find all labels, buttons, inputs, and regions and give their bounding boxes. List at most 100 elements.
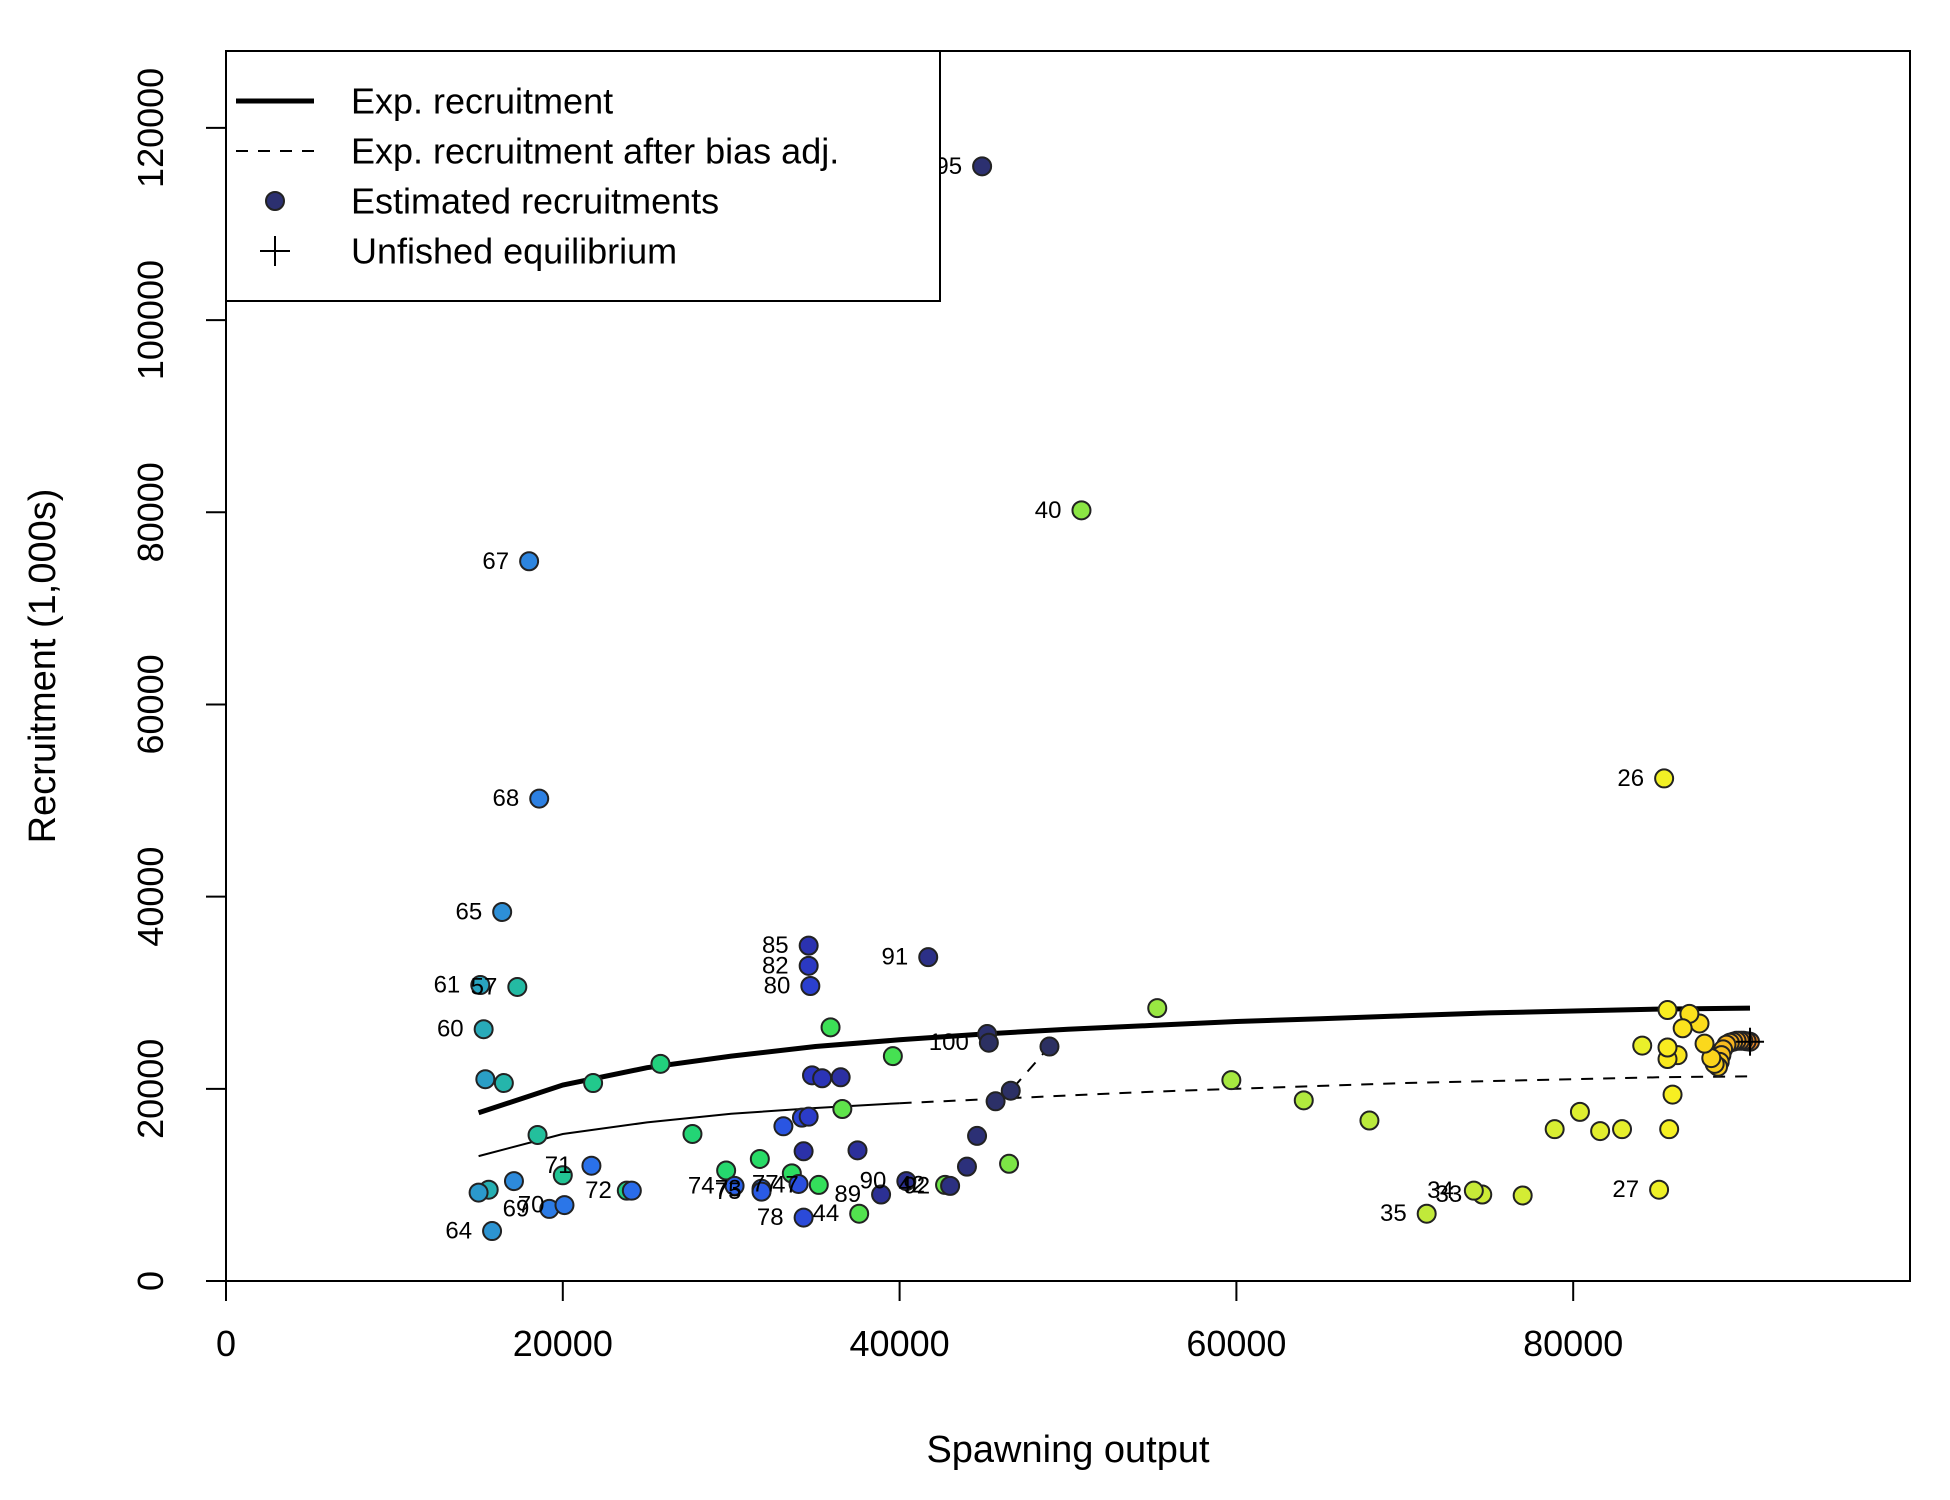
point-label: 77: [752, 1170, 779, 1197]
recruitment-point: [820, 1017, 841, 1038]
recruitment-point: [798, 935, 819, 956]
recruitment-point: [583, 1073, 604, 1094]
legend-entry-label: Exp. recruitment after bias adj.: [351, 131, 839, 172]
x-axis: 0 20000 40000 60000 80000: [216, 1280, 1623, 1364]
recruitment-point: [999, 1153, 1020, 1174]
recruitment-point: [749, 1148, 770, 1169]
point-label: 57: [471, 973, 498, 1000]
point-label: 34: [1427, 1177, 1454, 1204]
recruitment-point: [793, 1141, 814, 1162]
point-label: 40: [1035, 497, 1062, 524]
point-label: 42: [898, 1171, 925, 1198]
recruitment-point: [798, 955, 819, 976]
x-tick-label: 60000: [1186, 1323, 1286, 1364]
x-axis-title: Spawning output: [926, 1429, 1210, 1471]
y-tick-label: 20000: [130, 1039, 171, 1139]
recruitment-point: [1147, 998, 1168, 1019]
recruitment-point: [1654, 768, 1675, 789]
recruitment-point: [830, 1067, 851, 1088]
point-label: 26: [1617, 765, 1644, 792]
point-label: 82: [762, 952, 789, 979]
point-label: 92: [903, 1172, 930, 1199]
recruitment-point: [621, 1180, 642, 1201]
recruitment-point: [507, 976, 528, 997]
unfished-equilibrium-marker: [1736, 1027, 1765, 1056]
point-label: 100: [929, 1029, 969, 1056]
point-label: 74: [688, 1172, 715, 1199]
point-label: 67: [482, 548, 509, 575]
recruitment-point: [1612, 1119, 1633, 1140]
recruitment-point: [1672, 1018, 1693, 1039]
recruitment-point: [956, 1156, 977, 1177]
recruitment-point: [482, 1221, 503, 1242]
recruitment-point: [882, 1046, 903, 1067]
point-label: 72: [585, 1177, 612, 1204]
point-label: 35: [1380, 1200, 1407, 1227]
recruitment-point: [473, 1019, 494, 1040]
recruitment-point: [751, 1181, 772, 1202]
recruitment-point: [581, 1155, 602, 1176]
recruitment-point: [773, 1116, 794, 1137]
y-tick-label: 0: [130, 1271, 171, 1291]
x-tick-label: 40000: [850, 1323, 950, 1364]
recruitment-point: [832, 1098, 853, 1119]
recruitment-point: [492, 902, 513, 922]
recruitment-point: [871, 1184, 892, 1205]
recruitment-point: [1569, 1101, 1590, 1122]
y-tick-label: 80000: [130, 462, 171, 562]
point-label: 73: [715, 1175, 742, 1202]
recruitment-point: [849, 1203, 870, 1224]
point-label: 78: [757, 1204, 784, 1231]
recruitment-point: [1632, 1035, 1653, 1056]
recruitment-point: [493, 1073, 514, 1094]
point-label: 91: [882, 944, 909, 971]
legend-symbol-point: [265, 191, 285, 211]
recruitment-point: [1039, 1036, 1060, 1057]
recruitment-point: [470, 975, 491, 996]
x-tick-label: 80000: [1523, 1323, 1623, 1364]
recruitment-point: [1071, 500, 1092, 521]
recruitment-point: [972, 156, 993, 177]
recruitment-point: [682, 1123, 703, 1144]
recruitment-point: [800, 975, 821, 996]
recruitment-point: [1359, 1110, 1380, 1131]
recruitment-point: [788, 1173, 809, 1194]
point-label: 64: [445, 1218, 472, 1245]
point-label: 65: [455, 899, 482, 926]
recruitment-point: [1657, 1037, 1678, 1058]
recruitment-point: [798, 1106, 819, 1127]
recruitment-point: [1694, 1033, 1715, 1054]
y-tick-label: 60000: [130, 654, 171, 754]
point-label: 90: [860, 1168, 887, 1195]
recruitment-point: [1649, 1179, 1670, 1200]
recruitment-point: [529, 788, 550, 809]
recruitment-point: [1000, 1080, 1021, 1101]
recruitment-point: [716, 1160, 737, 1181]
point-label: 33: [1436, 1181, 1463, 1208]
recruitment-point: [1659, 1119, 1680, 1140]
estimated-recruitment-points: [468, 156, 1761, 1242]
point-label: 75: [715, 1178, 742, 1205]
recruitment-point: [1512, 1185, 1533, 1206]
y-tick-label: 120000: [130, 68, 171, 188]
recruitment-point: [1463, 1180, 1484, 1201]
recruitment-point: [896, 1171, 917, 1192]
recruitment-point: [650, 1053, 671, 1074]
point-label: 85: [762, 932, 789, 959]
y-tick-label: 100000: [130, 260, 171, 380]
recruitment-point: [552, 1165, 573, 1186]
recruitment-point: [808, 1174, 829, 1195]
point-label: 47: [772, 1171, 799, 1198]
point-label: 69: [503, 1195, 530, 1222]
bias-adj-curve-dashed: [899, 1075, 1751, 1105]
recruitment-point: [527, 1124, 548, 1145]
recruitment-point: [519, 551, 540, 572]
legend: Exp. recruitment Exp. recruitment after b…: [225, 50, 941, 302]
point-label: 44: [812, 1200, 839, 1227]
recruitment-point: [554, 1195, 575, 1216]
recruitment-point: [1662, 1084, 1683, 1105]
point-label: 89: [834, 1181, 861, 1208]
recruitment-point: [724, 1175, 745, 1196]
